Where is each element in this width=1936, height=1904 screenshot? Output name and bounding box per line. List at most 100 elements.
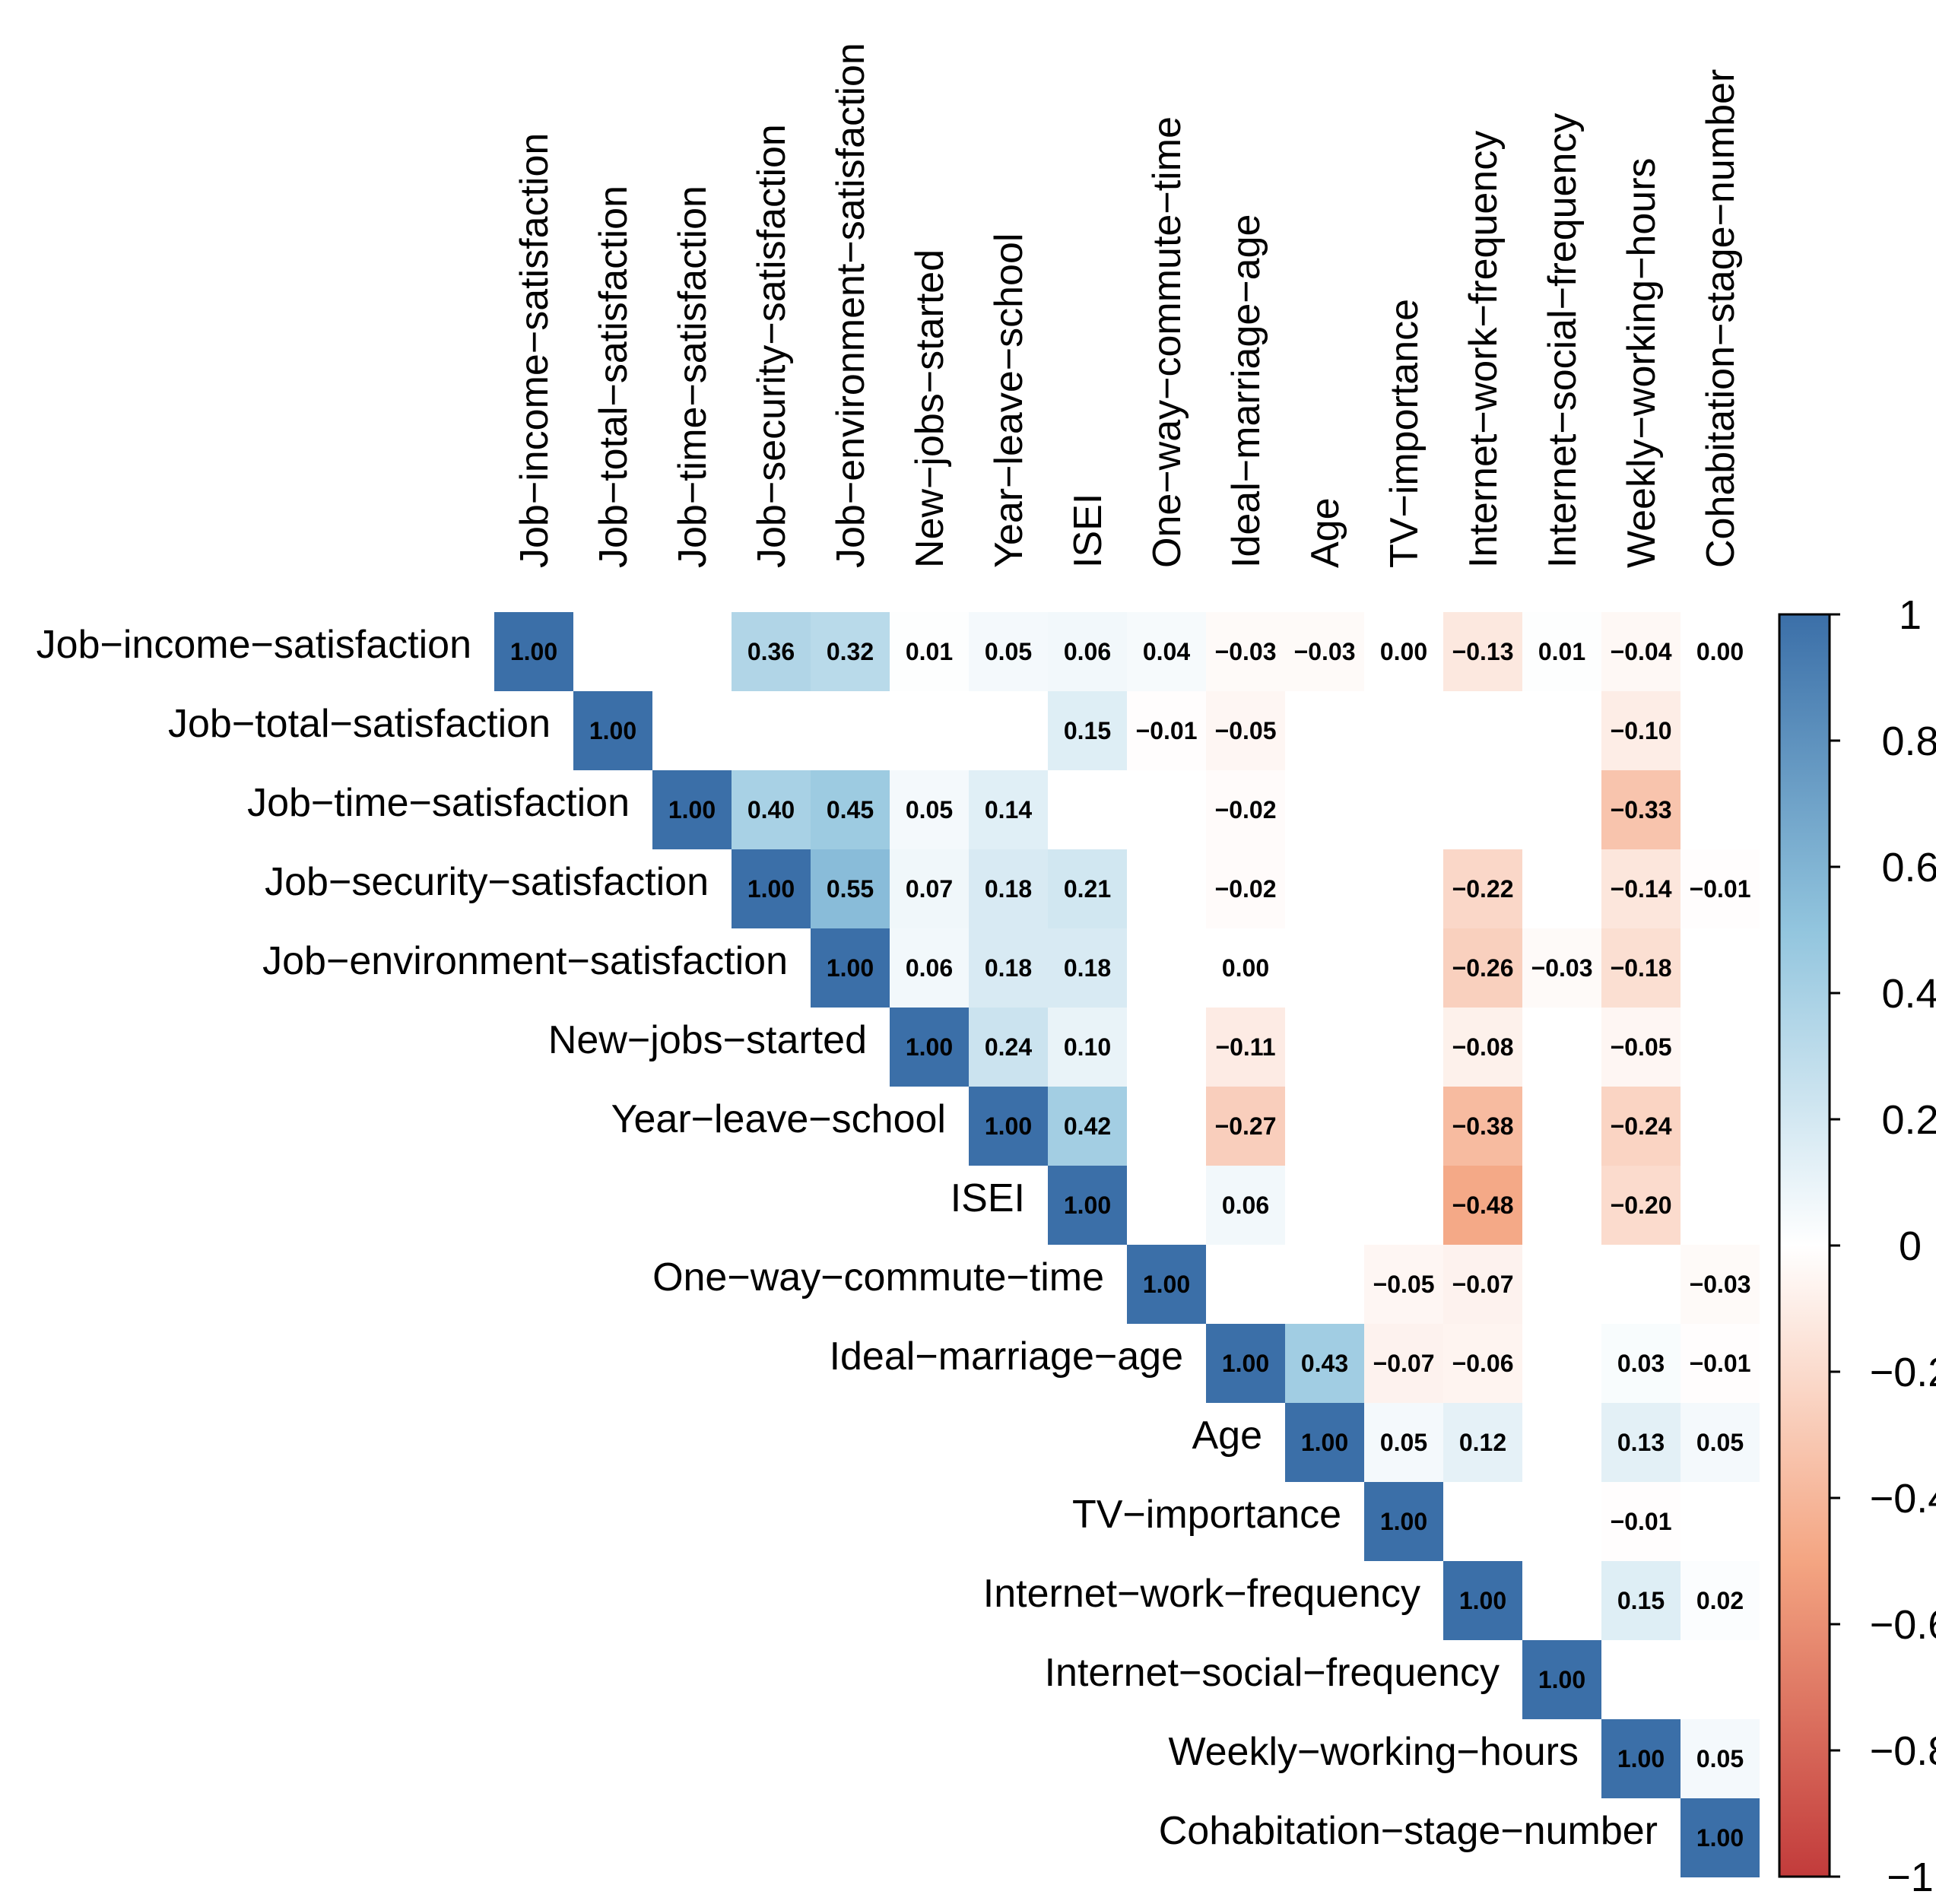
cell-value-1-8: −0.01 <box>1136 717 1198 744</box>
cell-value-8-12: −0.07 <box>1452 1271 1514 1298</box>
cell-value-10-14: 0.13 <box>1617 1429 1665 1456</box>
row-label-13: Internet−social−frequency <box>1045 1651 1500 1695</box>
heatmap-cell-1-7 <box>1048 691 1127 770</box>
cell-value-0-9: −0.03 <box>1215 638 1277 665</box>
heatmap-cell-2-6 <box>969 770 1048 849</box>
heatmap-cell-4-5 <box>890 928 969 1008</box>
heatmap-cell-2-9 <box>1206 770 1285 849</box>
cell-value-5-6: 0.24 <box>985 1033 1032 1061</box>
heatmap-cell-6-14 <box>1601 1087 1681 1166</box>
cell-value-2-6: 0.14 <box>985 796 1032 823</box>
color-legend: 1 0.8 0.6 0.4 0.2 0 −0.2 −0.4 −0.6 −0.8 −1 <box>1778 592 1936 1900</box>
heatmap-cell-2-2 <box>652 770 732 849</box>
cell-value-11-14: −0.01 <box>1611 1508 1672 1535</box>
cell-value-7-12: −0.48 <box>1452 1192 1514 1219</box>
col-label-0: Job−income−satisfaction <box>513 133 557 568</box>
cell-value-2-2: 1.00 <box>668 796 716 823</box>
cell-value-0-8: 0.04 <box>1143 638 1190 665</box>
heatmap-cell-5-7 <box>1048 1008 1127 1087</box>
row-label-11: TV−importance <box>1072 1493 1341 1537</box>
heatmap-cell-0-6 <box>969 612 1048 691</box>
legend-tick-label-10: −1 <box>1887 1855 1934 1900</box>
cell-value-7-7: 1.00 <box>1064 1192 1111 1219</box>
row-label-4: Job−environment−satisfaction <box>262 939 788 983</box>
heatmap-cell-labels: 1.00 0.36 0.32 0.01 0.05 0.06 0.04 −0.03 −0.03 0.… <box>510 638 1751 1852</box>
col-label-8: One−way−commute−time <box>1145 116 1189 568</box>
heatmap-cell-5-14 <box>1601 1008 1681 1087</box>
cell-value-6-9: −0.27 <box>1215 1112 1277 1140</box>
cell-value-0-14: −0.04 <box>1611 638 1672 665</box>
heatmap-cell-10-14 <box>1601 1403 1681 1482</box>
heatmap-cell-1-9 <box>1206 691 1285 770</box>
heatmap-cell-5-9 <box>1206 1008 1285 1087</box>
heatmap-cell-0-13 <box>1522 612 1601 691</box>
heatmap-cell-8-15 <box>1681 1245 1760 1324</box>
legend-tick-label-5: 0 <box>1899 1223 1922 1269</box>
heatmap-cell-3-5 <box>890 849 969 928</box>
cell-value-3-14: −0.14 <box>1611 875 1672 903</box>
heatmap-cell-9-10 <box>1285 1324 1364 1403</box>
heatmap-cell-4-14 <box>1601 928 1681 1008</box>
heatmap-cell-3-3 <box>732 849 811 928</box>
heatmap-cell-0-10 <box>1285 612 1364 691</box>
legend-tick-label-8: −0.6 <box>1870 1602 1936 1648</box>
col-label-14: Weekly−working−hours <box>1620 157 1664 568</box>
heatmap-cell-0-15 <box>1681 612 1760 691</box>
cell-value-5-12: −0.08 <box>1452 1033 1514 1061</box>
cell-value-3-5: 0.07 <box>906 875 953 903</box>
legend-tick-label-3: 0.4 <box>1881 971 1936 1017</box>
heatmap-cell-0-7 <box>1048 612 1127 691</box>
cell-value-0-10: −0.03 <box>1294 638 1356 665</box>
cell-value-3-15: −0.01 <box>1690 875 1751 903</box>
cell-value-13-13: 1.00 <box>1538 1666 1585 1693</box>
cell-value-9-12: −0.06 <box>1452 1350 1514 1377</box>
cell-value-10-12: 0.12 <box>1459 1429 1506 1456</box>
heatmap-cell-4-13 <box>1522 928 1601 1008</box>
col-label-1: Job−total−satisfaction <box>592 186 636 568</box>
cell-value-5-9: −0.11 <box>1215 1033 1275 1061</box>
cell-value-8-15: −0.03 <box>1690 1271 1751 1298</box>
cell-value-2-14: −0.33 <box>1611 796 1672 823</box>
heatmap-cell-9-15 <box>1681 1324 1760 1403</box>
heatmap-cell-3-14 <box>1601 849 1681 928</box>
heatmap-cell-11-14 <box>1601 1482 1681 1561</box>
legend-tick-label-9: −0.8 <box>1870 1728 1936 1774</box>
cell-value-9-10: 0.43 <box>1301 1350 1348 1377</box>
cell-value-7-14: −0.20 <box>1611 1192 1672 1219</box>
cell-value-3-6: 0.18 <box>985 875 1032 903</box>
cell-value-5-7: 0.10 <box>1064 1033 1111 1061</box>
heatmap-cell-8-11 <box>1364 1245 1443 1324</box>
col-label-11: TV−importance <box>1382 299 1427 568</box>
cell-value-0-13: 0.01 <box>1538 638 1585 665</box>
col-label-15: Cohabitation−stage−number <box>1699 69 1743 568</box>
cell-value-7-9: 0.06 <box>1222 1192 1269 1219</box>
heatmap-cell-12-15 <box>1681 1561 1760 1640</box>
cell-value-3-12: −0.22 <box>1452 875 1514 903</box>
cell-value-9-14: 0.03 <box>1617 1350 1665 1377</box>
heatmap-cell-0-0 <box>494 612 573 691</box>
legend-tick-label-1: 0.8 <box>1881 719 1936 764</box>
cell-value-2-3: 0.40 <box>747 796 795 823</box>
heatmap-cell-2-14 <box>1601 770 1681 849</box>
heatmap-cell-4-12 <box>1443 928 1522 1008</box>
cell-value-0-4: 0.32 <box>827 638 874 665</box>
cell-value-0-7: 0.06 <box>1064 638 1111 665</box>
row-label-9: Ideal−marriage−age <box>830 1334 1183 1379</box>
heatmap-cell-5-12 <box>1443 1008 1522 1087</box>
row-label-7: ISEI <box>951 1176 1025 1220</box>
cell-value-4-5: 0.06 <box>906 954 953 982</box>
legend-tick-label-6: −0.2 <box>1870 1350 1936 1395</box>
cell-value-1-1: 1.00 <box>589 717 636 744</box>
cell-value-10-11: 0.05 <box>1380 1429 1427 1456</box>
cell-value-1-9: −0.05 <box>1215 717 1277 744</box>
col-label-9: Ideal−marriage−age <box>1224 214 1268 568</box>
row-label-1: Job−total−satisfaction <box>168 702 551 746</box>
cell-value-0-3: 0.36 <box>747 638 795 665</box>
row-label-2: Job−time−satisfaction <box>247 781 630 825</box>
heatmap-cell-8-12 <box>1443 1245 1522 1324</box>
cell-value-12-12: 1.00 <box>1459 1587 1506 1614</box>
cell-value-8-8: 1.00 <box>1143 1271 1190 1298</box>
heatmap-cell-9-9 <box>1206 1324 1285 1403</box>
heatmap-cell-3-7 <box>1048 849 1127 928</box>
